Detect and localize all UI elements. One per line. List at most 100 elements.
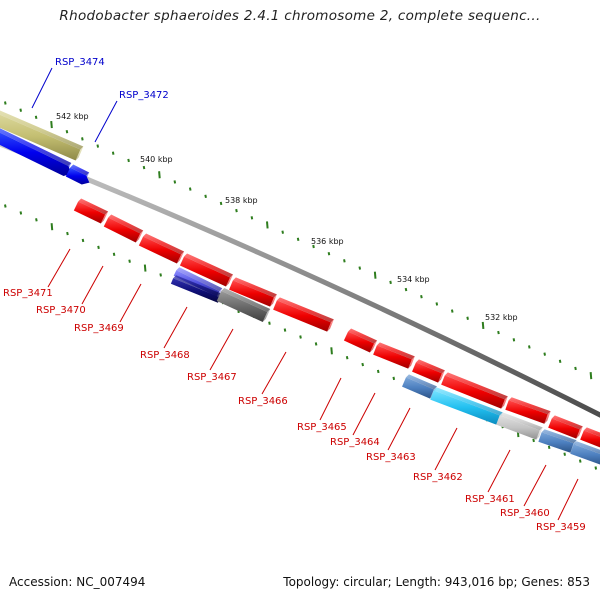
gene-label[interactable]: RSP_3462 xyxy=(413,472,463,483)
gene-block[interactable] xyxy=(548,415,583,439)
gene-block-end xyxy=(327,319,334,332)
gene-block[interactable] xyxy=(216,287,271,323)
gene-label-line xyxy=(352,392,376,436)
gene-block-end xyxy=(576,426,583,439)
gene-block-top xyxy=(444,372,508,400)
gene-block[interactable] xyxy=(0,108,84,161)
tick-mark xyxy=(373,271,377,279)
gene-label-line xyxy=(487,449,511,493)
gene-label-line xyxy=(81,265,104,305)
tick-mark xyxy=(558,359,562,363)
gene-block-top xyxy=(348,328,378,344)
gene-block[interactable] xyxy=(179,253,234,287)
gene-label-line xyxy=(557,478,579,521)
tick-mark xyxy=(219,201,223,206)
gene-block[interactable] xyxy=(441,372,508,409)
tick-mark xyxy=(435,302,439,306)
tick-mark xyxy=(128,259,131,263)
tick-mark xyxy=(358,266,362,270)
tick-mark xyxy=(4,204,7,208)
gene-block-top xyxy=(176,267,223,292)
tick-mark xyxy=(420,295,423,299)
gene-block[interactable] xyxy=(580,427,600,448)
gene-block-top xyxy=(583,427,600,437)
tick-mark xyxy=(594,466,598,470)
gene-block[interactable] xyxy=(570,441,600,465)
tick-mark xyxy=(158,171,161,179)
gene-block[interactable] xyxy=(343,328,378,353)
tick-mark xyxy=(330,347,333,355)
gene-block[interactable] xyxy=(0,126,72,176)
tick-mark xyxy=(450,309,454,313)
gene-block-top xyxy=(0,110,84,150)
gene-block-top xyxy=(551,415,583,430)
tick-mark xyxy=(235,208,238,213)
tick-mark xyxy=(574,366,577,371)
tick-mark xyxy=(512,338,516,342)
gene-block-end xyxy=(438,370,445,383)
gene-label[interactable]: RSP_3459 xyxy=(536,522,586,533)
gene-label[interactable]: RSP_3471 xyxy=(3,288,53,299)
gene-label-line xyxy=(319,377,342,421)
scale-label: 542 kbp xyxy=(56,112,89,121)
tick-mark xyxy=(389,280,392,285)
gene-label-line xyxy=(261,351,287,395)
gene-block[interactable] xyxy=(138,233,185,264)
gene-label[interactable]: RSP_3474 xyxy=(55,57,105,68)
gene-label[interactable]: RSP_3466 xyxy=(238,396,288,407)
gene-label[interactable]: RSP_3463 xyxy=(366,452,416,463)
gene-block-top xyxy=(405,374,437,390)
gene-label-line xyxy=(163,306,188,349)
tick-mark xyxy=(563,452,566,456)
gene-block[interactable] xyxy=(412,359,445,383)
tick-mark xyxy=(312,244,315,249)
tick-mark xyxy=(589,372,593,380)
gene-block-end xyxy=(536,427,543,440)
gene-features xyxy=(0,108,600,465)
gene-block[interactable] xyxy=(73,198,109,224)
gene-label[interactable]: RSP_3465 xyxy=(297,422,347,433)
gene-label[interactable]: RSP_3468 xyxy=(140,350,190,361)
gene-block[interactable] xyxy=(496,412,543,440)
gene-label[interactable]: RSP_3467 xyxy=(187,372,237,383)
gene-block[interactable] xyxy=(229,277,277,307)
gene-block-face xyxy=(138,236,182,264)
gene-block-face xyxy=(402,377,434,399)
gene-block-face xyxy=(441,375,505,409)
gene-block[interactable] xyxy=(273,297,334,332)
gene-block-face xyxy=(0,132,72,176)
gene-label[interactable]: RSP_3472 xyxy=(119,90,169,101)
gene-label-line xyxy=(119,283,142,323)
tick-mark xyxy=(299,335,302,339)
gene-label[interactable]: RSP_3461 xyxy=(465,494,515,505)
gene-block-top xyxy=(415,359,445,374)
tick-mark xyxy=(4,101,7,105)
gene-block-face xyxy=(170,278,221,303)
gene-block-face xyxy=(548,418,580,439)
gene-block-end xyxy=(135,230,144,243)
tick-mark xyxy=(404,287,408,292)
gene-label-line xyxy=(209,328,234,371)
tick-mark xyxy=(19,108,22,112)
gene-label[interactable]: RSP_3469 xyxy=(74,323,124,334)
gene-label[interactable]: RSP_3470 xyxy=(36,305,86,316)
gene-block-top xyxy=(221,287,271,312)
tick-mark xyxy=(376,369,380,374)
gene-block[interactable] xyxy=(103,214,144,243)
gene-block-top xyxy=(232,277,277,298)
gene-block[interactable] xyxy=(373,342,415,369)
gene-block[interactable] xyxy=(65,164,90,185)
tick-mark xyxy=(188,187,192,191)
tick-mark xyxy=(97,245,100,250)
gene-block-end xyxy=(544,411,551,424)
gene-label-line xyxy=(387,407,411,451)
gene-block-face xyxy=(430,390,500,425)
gene-block[interactable] xyxy=(505,397,551,424)
gene-label[interactable]: RSP_3464 xyxy=(330,437,380,448)
gene-label[interactable]: RSP_3460 xyxy=(500,508,550,519)
backbone-layer xyxy=(0,141,600,418)
gene-block-end xyxy=(408,356,415,369)
tick-mark xyxy=(327,251,331,256)
tick-mark xyxy=(268,321,271,325)
